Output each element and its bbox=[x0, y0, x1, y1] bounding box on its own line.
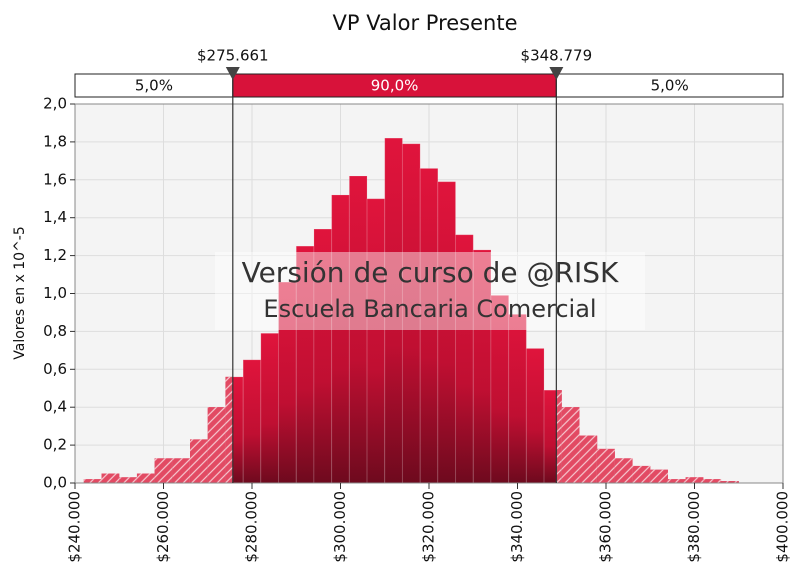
tail-hatch bbox=[685, 477, 704, 483]
tail-hatch bbox=[154, 458, 173, 483]
y-tick-label: 1,4 bbox=[43, 208, 67, 226]
watermark: Escuela Bancaria Comercial bbox=[263, 295, 596, 323]
x-tick-label: $360.000 bbox=[597, 491, 615, 563]
chart-title: VP Valor Presente bbox=[332, 11, 517, 35]
tail-hatch bbox=[172, 458, 191, 483]
delimiter-marker bbox=[549, 67, 564, 80]
watermark-band bbox=[215, 252, 645, 330]
region-label: 5,0% bbox=[651, 77, 689, 95]
y-tick-label: 2,0 bbox=[43, 95, 67, 113]
tail-hatch bbox=[83, 479, 102, 483]
tail-hatch bbox=[207, 407, 226, 483]
bar bbox=[242, 359, 262, 484]
tail-hatch bbox=[101, 473, 120, 483]
tail-hatch bbox=[579, 435, 598, 483]
bar bbox=[260, 332, 280, 484]
bar bbox=[366, 198, 386, 484]
x-tick-label: $280.000 bbox=[243, 491, 261, 563]
bar bbox=[331, 194, 350, 484]
x-tick-label: $380.000 bbox=[685, 491, 703, 563]
x-tick-label: $320.000 bbox=[420, 491, 438, 563]
tail-hatch bbox=[119, 477, 137, 483]
x-tick-label: $340.000 bbox=[508, 491, 526, 563]
bar bbox=[525, 347, 545, 484]
y-tick-label: 0,8 bbox=[43, 322, 67, 340]
watermark: Versión de curso de @RISK bbox=[242, 256, 619, 289]
y-tick-label: 1,2 bbox=[43, 246, 67, 264]
tail-hatch bbox=[190, 439, 208, 483]
tail-hatch bbox=[597, 448, 615, 483]
x-tick-label: $300.000 bbox=[331, 491, 349, 563]
y-axis-label: Valores en x 10^-5 bbox=[12, 226, 28, 360]
bar bbox=[437, 181, 457, 484]
y-tick-label: 1,0 bbox=[43, 284, 67, 302]
x-tick-label: $400.000 bbox=[774, 491, 791, 563]
tail-hatch bbox=[703, 479, 722, 483]
tail-hatch bbox=[614, 458, 633, 483]
region-label: 5,0% bbox=[135, 77, 173, 95]
delimiter-label: $275.661 bbox=[197, 47, 269, 65]
y-tick-label: 0,6 bbox=[43, 360, 67, 378]
tail-hatch bbox=[556, 390, 562, 483]
tail-hatch bbox=[136, 473, 155, 483]
tail-hatch bbox=[225, 376, 233, 483]
y-tick-label: 0,4 bbox=[43, 398, 67, 416]
delimiter-marker bbox=[225, 67, 240, 80]
tail-hatch bbox=[632, 465, 651, 483]
tail-hatch bbox=[721, 481, 739, 483]
tail-hatch bbox=[650, 469, 668, 483]
x-tick-label: $260.000 bbox=[154, 491, 172, 563]
y-tick-label: 0,2 bbox=[43, 436, 67, 454]
bar bbox=[508, 313, 527, 484]
x-tick-label: $240.000 bbox=[66, 491, 84, 563]
y-tick-label: 1,8 bbox=[43, 132, 67, 150]
tail-hatch bbox=[561, 407, 580, 483]
delimiter-label: $348.779 bbox=[521, 47, 593, 65]
y-tick-label: 0,0 bbox=[43, 474, 67, 492]
tail-hatch bbox=[667, 479, 686, 483]
y-tick-label: 1,6 bbox=[43, 170, 67, 188]
region-label: 90,0% bbox=[371, 77, 419, 95]
